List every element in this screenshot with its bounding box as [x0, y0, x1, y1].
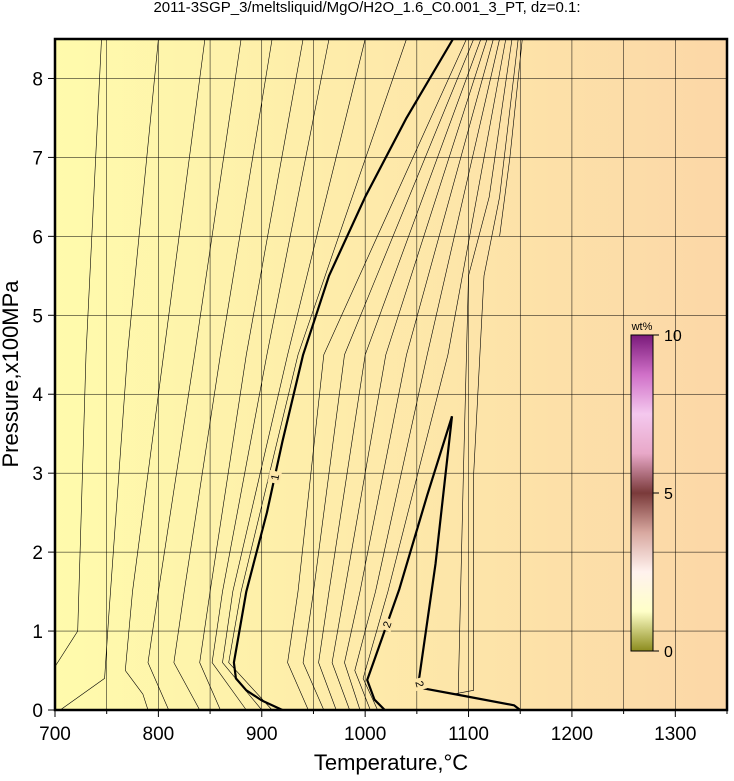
colorbar	[630, 334, 654, 652]
x-tick-label: 800	[143, 724, 175, 745]
contour-label: 2	[381, 620, 394, 630]
contour-line	[331, 38, 488, 711]
x-tick-label: 1000	[344, 724, 386, 745]
contour-line	[125, 38, 206, 711]
colorbar-tick-label: 0	[664, 644, 673, 661]
contour-line	[452, 38, 519, 695]
y-tick-label: 4	[32, 385, 43, 406]
contour-label-group: 1	[267, 469, 282, 485]
plot-background	[55, 39, 727, 710]
chart-title: 2011-3SGP_3/meltsliquid/MgO/H2O_1.6_C0.0…	[153, 0, 580, 16]
contour-label: 2	[412, 680, 425, 689]
contour-line	[354, 38, 500, 711]
contour-label-bg	[267, 469, 282, 485]
contour-line	[457, 38, 513, 695]
x-axis-label: Temperature,°C	[314, 750, 468, 775]
contour-line	[287, 38, 467, 711]
y-tick-label: 3	[32, 464, 43, 485]
y-tick-label: 6	[32, 227, 43, 248]
contour-line	[211, 38, 330, 711]
y-tick-label: 5	[32, 306, 43, 327]
y-tick-label: 7	[32, 148, 43, 169]
contour-line	[232, 38, 454, 711]
x-tick-label: 1100	[448, 724, 489, 745]
contour-line	[228, 38, 407, 711]
contour-line	[147, 38, 242, 711]
contour-line	[199, 38, 304, 711]
contour-line	[302, 38, 474, 711]
y-tick-label: 2	[32, 543, 43, 564]
contour-label-group: 2	[412, 676, 428, 692]
contour-line	[54, 38, 102, 667]
x-tick-label: 1200	[551, 724, 593, 745]
contour-line	[318, 38, 482, 711]
contour-label: 1	[269, 473, 282, 482]
contour-line	[173, 38, 273, 711]
y-axis-label: Pressure,x100MPa	[0, 280, 23, 468]
x-tick-label: 700	[39, 724, 71, 745]
contour-label-bg	[379, 616, 395, 633]
contour-line	[499, 38, 523, 237]
y-tick-label: 8	[32, 69, 43, 90]
contour-line	[60, 38, 159, 711]
contour-line	[344, 38, 494, 711]
contour-line	[366, 415, 454, 711]
colorbar-label: wt%	[631, 321, 653, 333]
y-tick-label: 0	[32, 701, 43, 722]
contour-label-group: 2	[379, 616, 395, 633]
x-tick-label: 900	[246, 724, 278, 745]
x-tick-label: 1300	[654, 724, 696, 745]
contour-label-bg	[412, 676, 428, 692]
contour-line	[362, 38, 507, 711]
colorbar-tick-label: 10	[664, 328, 682, 345]
plot-frame	[53, 37, 729, 712]
y-tick-label: 1	[32, 622, 43, 643]
colorbar-tick-label: 5	[664, 486, 673, 503]
